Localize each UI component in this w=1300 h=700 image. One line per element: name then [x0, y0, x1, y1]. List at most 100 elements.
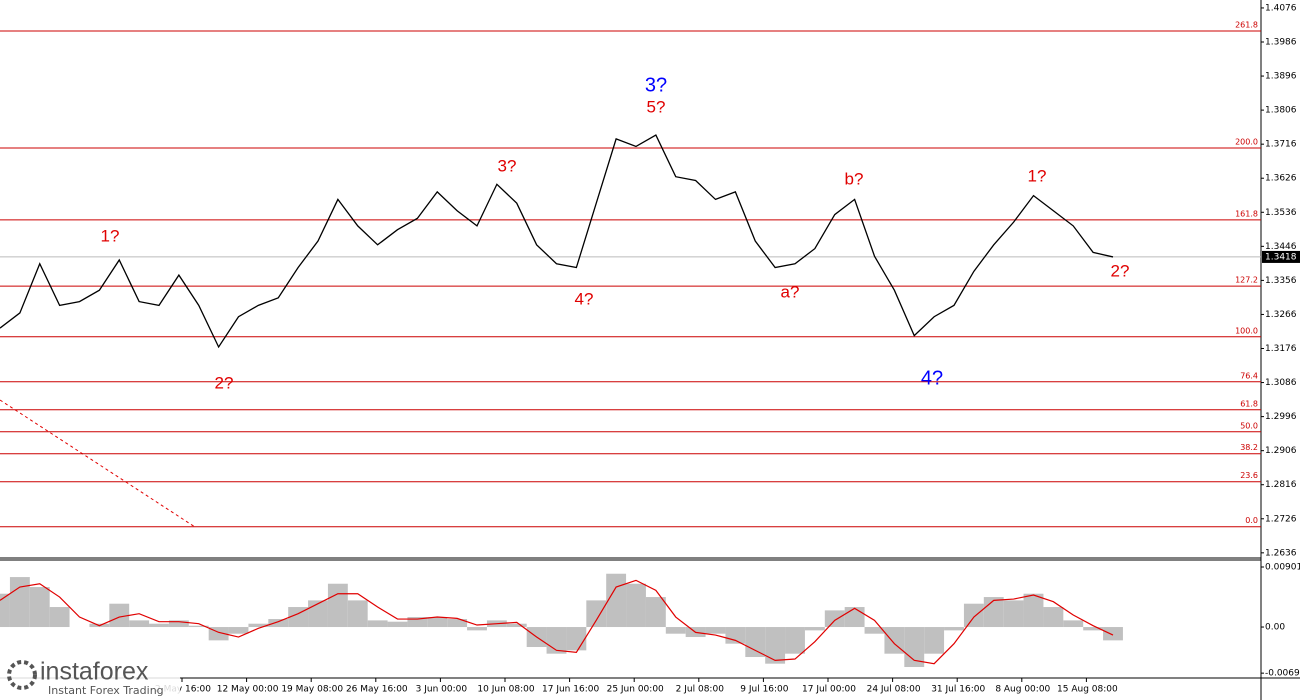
x-tick-label: 3 Jun 00:00 [416, 685, 468, 695]
macd-bar [228, 627, 249, 634]
current-price-box [1262, 250, 1300, 263]
macd-bar [427, 617, 448, 628]
macd-bar [804, 627, 825, 631]
macd-bar [963, 603, 984, 628]
macd-bar [864, 627, 885, 634]
macd-bar [586, 600, 607, 628]
macd-bar [944, 627, 964, 631]
macd-bar [109, 603, 130, 628]
macd-bar [288, 607, 309, 628]
macd-bar [447, 619, 468, 628]
watermark: instaforex Instant Forex Trading [0, 655, 180, 700]
fib-label: 23.6 [1240, 471, 1258, 480]
macd-bar [566, 627, 587, 651]
macd-bar [765, 627, 786, 664]
wave-label: 1? [101, 226, 120, 245]
x-tick-label: 10 Jun 08:00 [477, 685, 534, 695]
macd-bar [606, 573, 627, 628]
macd-bar [0, 593, 10, 628]
wave-label: 3? [645, 74, 667, 96]
macd-bar [725, 627, 746, 644]
x-tick-label: 17 Jul 00:00 [802, 685, 856, 695]
x-tick-label: 31 Jul 16:00 [931, 685, 985, 695]
macd-bar [745, 627, 766, 658]
fib-label: 38.2 [1240, 443, 1258, 452]
macd-bar [1063, 620, 1084, 628]
macd-bar [824, 610, 845, 628]
y-tick-label: 1.3446 [1265, 242, 1297, 252]
fib-label: 76.4 [1240, 371, 1258, 380]
wave-label: 2? [215, 373, 234, 392]
y-tick-label: 1.3176 [1265, 344, 1297, 354]
x-tick-label: 12 May 00:00 [217, 685, 279, 695]
macd-bar [924, 627, 945, 654]
macd-bar [268, 619, 289, 628]
current-price-label: 1.3418 [1265, 252, 1297, 262]
wave-label: 3? [498, 156, 517, 175]
macd-bar [188, 625, 209, 628]
y-tick-label: 1.3626 [1265, 174, 1297, 184]
x-tick-label: 24 Jul 08:00 [867, 685, 921, 695]
y-tick-label: 1.2636 [1265, 548, 1297, 558]
y-tick-label: 1.3716 [1265, 140, 1297, 150]
fib-label: 261.8 [1235, 21, 1258, 30]
wave-label: b? [845, 169, 864, 188]
macd-bar [9, 577, 30, 628]
macd-bar [1103, 627, 1123, 641]
x-tick-label: 26 May 16:00 [346, 685, 408, 695]
macd-bar [168, 620, 189, 628]
macd-bar [844, 607, 865, 628]
macd-bar [347, 600, 368, 628]
fib-label: 127.2 [1235, 276, 1258, 285]
trend-line [0, 399, 196, 528]
y-tick-label: 1.2906 [1265, 446, 1297, 456]
macd-bar [129, 620, 150, 628]
y-tick-label: 1.3536 [1265, 208, 1297, 218]
wave-label: 4? [921, 367, 943, 389]
y-tick-label: 1.2996 [1265, 412, 1297, 422]
macd-bar [1003, 600, 1024, 628]
wave-label: 4? [575, 289, 594, 308]
price-line [0, 134, 1114, 349]
macd-bar [506, 623, 527, 628]
y2-tick-label: 0.00 [1265, 623, 1285, 633]
y2-tick-label: -0.00692 [1265, 669, 1300, 679]
macd-bar [327, 583, 348, 628]
fib-label: 200.0 [1235, 137, 1258, 146]
macd-bar [308, 600, 328, 628]
y-tick-label: 1.2726 [1265, 514, 1297, 524]
macd-bar [248, 623, 269, 628]
macd-bar [1043, 607, 1064, 628]
macd-bar [467, 627, 487, 631]
y-tick-label: 1.4076 [1265, 3, 1297, 13]
signal-line [0, 579, 1114, 665]
x-tick-label: 25 Jun 00:00 [607, 685, 664, 695]
x-tick-label: 15 Aug 08:00 [1057, 685, 1118, 695]
watermark-logo [7, 660, 37, 690]
macd-bar [149, 623, 169, 628]
watermark-bg [0, 655, 180, 700]
watermark-tagline: Instant Forex Trading [48, 684, 164, 697]
y-tick-label: 1.3086 [1265, 378, 1297, 388]
fib-label: 61.8 [1240, 399, 1258, 408]
macd-bar [665, 627, 686, 634]
y-tick-label: 1.3896 [1265, 72, 1297, 82]
watermark-brand: instaforex [40, 658, 149, 686]
macd-bar [387, 621, 408, 628]
macd-bar [29, 587, 50, 628]
wave-label: 1? [1028, 166, 1047, 185]
x-tick-label: 2 May 16:00 [155, 685, 211, 695]
macd-bar [884, 627, 905, 654]
y2-tick-label: 0.00901 [1265, 562, 1300, 572]
y-tick-label: 1.3266 [1265, 310, 1297, 320]
wave-label: a? [781, 282, 800, 301]
x-tick-label: 8 Aug 00:00 [995, 685, 1050, 695]
y-tick-label: 1.2816 [1265, 480, 1297, 490]
macd-bar [367, 620, 388, 628]
fib-label: 100.0 [1235, 326, 1258, 335]
fib-label: 50.0 [1240, 421, 1258, 430]
macd-bar [785, 627, 805, 654]
wave-label: 5? [647, 97, 666, 116]
